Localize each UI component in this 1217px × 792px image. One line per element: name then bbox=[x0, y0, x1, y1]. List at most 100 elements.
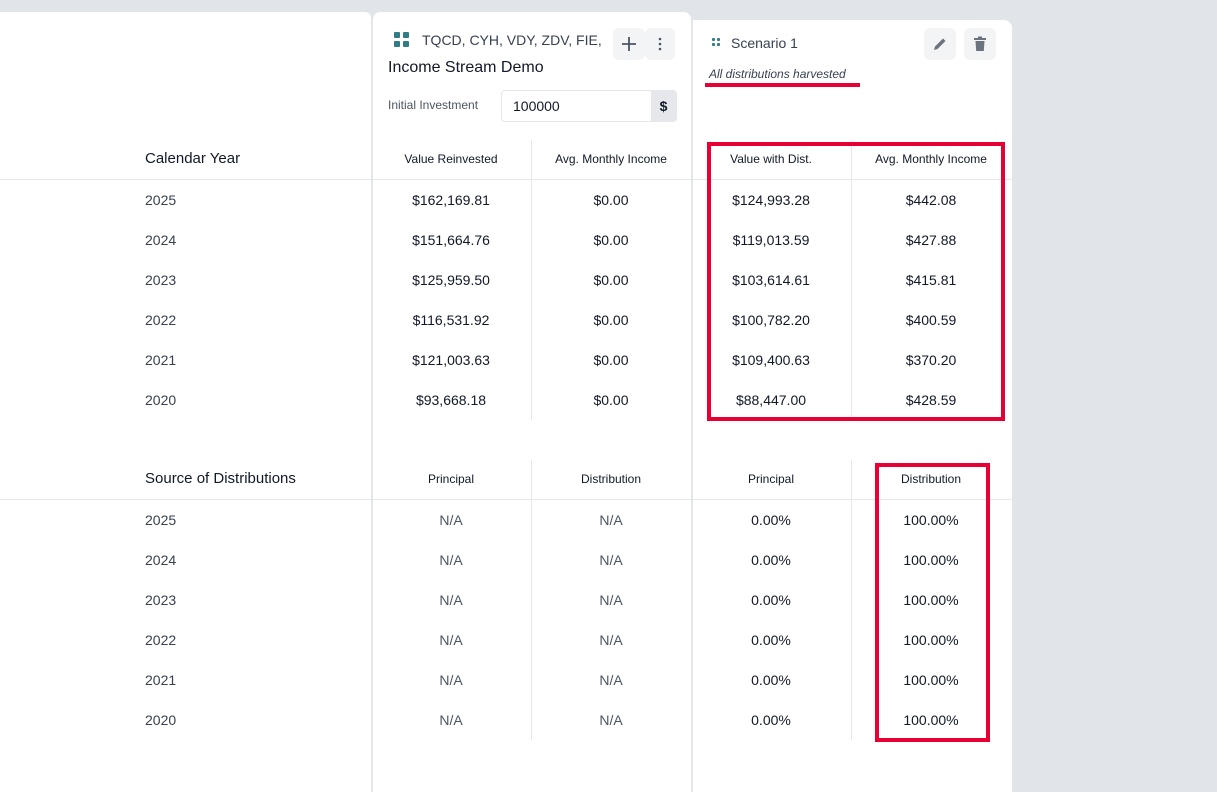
sources-cell: N/A bbox=[439, 712, 463, 728]
calendar-year-label: 2020 bbox=[145, 392, 177, 408]
source-of-distributions-label: Source of Distributions bbox=[145, 470, 296, 487]
sources-cell: N/A bbox=[439, 672, 463, 688]
sources-cell: 0.00% bbox=[751, 592, 791, 608]
sources-header-2: Principal bbox=[747, 472, 795, 486]
calendar-cell: $100,782.20 bbox=[732, 312, 810, 328]
calendar-header-2: Value with Dist. bbox=[730, 152, 812, 166]
calendar-cell: $121,003.63 bbox=[412, 352, 490, 368]
calendar-year-label: 2022 bbox=[145, 312, 177, 328]
column-divider bbox=[531, 460, 532, 740]
sources-cell: N/A bbox=[439, 632, 463, 648]
calendar-header-0: Value Reinvested bbox=[404, 152, 498, 166]
calendar-cell: $415.81 bbox=[905, 272, 957, 288]
column-divider bbox=[851, 460, 852, 740]
column-divider bbox=[851, 140, 852, 420]
calendar-year-label: 2025 bbox=[145, 192, 177, 208]
sources-cell: 0.00% bbox=[751, 672, 791, 688]
calendar-cell: $88,447.00 bbox=[735, 392, 807, 408]
calendar-cell: $427.88 bbox=[905, 232, 957, 248]
sources-year-label: 2020 bbox=[145, 712, 177, 728]
calendar-cell: $103,614.61 bbox=[732, 272, 810, 288]
calendar-header-divider bbox=[0, 179, 1012, 180]
sources-cell: N/A bbox=[599, 512, 623, 528]
calendar-cell: $125,959.50 bbox=[412, 272, 490, 288]
sources-header-3: Distribution bbox=[900, 472, 962, 486]
initial-investment-label: Initial Investment bbox=[388, 98, 479, 112]
calendar-cell: $442.08 bbox=[905, 192, 957, 208]
initial-investment-field: $ bbox=[501, 90, 677, 122]
sources-cell: N/A bbox=[599, 592, 623, 608]
trash-icon bbox=[974, 36, 986, 51]
scenario-title: Scenario 1 bbox=[731, 35, 798, 51]
sources-cell: 100.00% bbox=[903, 552, 959, 568]
calendar-header-1: Avg. Monthly Income bbox=[555, 152, 667, 166]
edit-scenario-button[interactable] bbox=[924, 28, 956, 60]
portfolio-grid-icon[interactable] bbox=[394, 32, 409, 47]
sources-cell: N/A bbox=[599, 632, 623, 648]
calendar-header-3: Avg. Monthly Income bbox=[875, 152, 987, 166]
sources-header-0: Principal bbox=[427, 472, 475, 486]
sources-year-label: 2023 bbox=[145, 592, 177, 608]
add-button[interactable] bbox=[613, 28, 645, 60]
calendar-cell: $93,668.18 bbox=[415, 392, 487, 408]
sources-cell: N/A bbox=[439, 512, 463, 528]
calendar-cell: $0.00 bbox=[593, 232, 629, 248]
calendar-cell: $0.00 bbox=[593, 312, 629, 328]
scenario-description: All distributions harvested bbox=[709, 67, 846, 81]
calendar-cell: $400.59 bbox=[905, 312, 957, 328]
sources-header-1: Distribution bbox=[580, 472, 642, 486]
sources-cell: 100.00% bbox=[903, 672, 959, 688]
currency-suffix: $ bbox=[651, 91, 676, 121]
sources-cell: 100.00% bbox=[903, 632, 959, 648]
portfolio-title: Income Stream Demo bbox=[388, 59, 544, 76]
more-options-button[interactable] bbox=[645, 28, 675, 60]
sources-cell: N/A bbox=[439, 552, 463, 568]
calendar-cell: $124,993.28 bbox=[732, 192, 810, 208]
sources-cell: N/A bbox=[439, 592, 463, 608]
calendar-cell: $370.20 bbox=[905, 352, 957, 368]
plus-icon bbox=[622, 37, 636, 51]
initial-investment-input[interactable] bbox=[502, 91, 652, 121]
sources-year-label: 2025 bbox=[145, 512, 177, 528]
calendar-cell: $0.00 bbox=[593, 192, 629, 208]
calendar-year-label: Calendar Year bbox=[145, 150, 241, 167]
pencil-icon bbox=[934, 38, 946, 50]
calendar-year-label: 2021 bbox=[145, 352, 177, 368]
sources-cell: N/A bbox=[599, 712, 623, 728]
calendar-cell: $119,013.59 bbox=[732, 232, 810, 248]
sources-year-label: 2022 bbox=[145, 632, 177, 648]
sources-cell: N/A bbox=[599, 552, 623, 568]
column-divider bbox=[531, 140, 532, 420]
sources-cell: 100.00% bbox=[903, 512, 959, 528]
sources-cell: 0.00% bbox=[751, 632, 791, 648]
highlight-box-scenario-values bbox=[707, 142, 1005, 421]
description-highlight-underline bbox=[705, 83, 860, 87]
portfolio-tickers[interactable]: TQCD, CYH, VDY, ZDV, FIE, HXS bbox=[422, 32, 606, 48]
calendar-cell: $428.59 bbox=[905, 392, 957, 408]
sources-cell: N/A bbox=[599, 672, 623, 688]
calendar-year-label: 2024 bbox=[145, 232, 177, 248]
highlight-box-distribution bbox=[875, 463, 990, 742]
sources-cell: 0.00% bbox=[751, 712, 791, 728]
calendar-cell: $116,531.92 bbox=[412, 312, 490, 328]
sources-cell: 0.00% bbox=[751, 512, 791, 528]
sources-year-label: 2024 bbox=[145, 552, 177, 568]
sources-cell: 100.00% bbox=[903, 712, 959, 728]
calendar-year-label: 2023 bbox=[145, 272, 177, 288]
sources-cell: 100.00% bbox=[903, 592, 959, 608]
calendar-cell: $0.00 bbox=[593, 272, 629, 288]
delete-scenario-button[interactable] bbox=[964, 28, 996, 60]
sources-year-label: 2021 bbox=[145, 672, 177, 688]
calendar-cell: $109,400.63 bbox=[732, 352, 810, 368]
row-labels-panel bbox=[0, 12, 371, 792]
calendar-cell: $162,169.81 bbox=[412, 192, 490, 208]
sources-header-divider bbox=[0, 499, 1012, 500]
calendar-cell: $0.00 bbox=[593, 392, 629, 408]
scenario-panel bbox=[693, 20, 1012, 792]
portfolio-panel bbox=[372, 12, 692, 792]
calendar-cell: $151,664.76 bbox=[412, 232, 490, 248]
calendar-cell: $0.00 bbox=[593, 352, 629, 368]
sources-cell: 0.00% bbox=[751, 552, 791, 568]
more-vertical-icon bbox=[658, 37, 662, 51]
scenario-drag-icon[interactable] bbox=[712, 38, 720, 46]
